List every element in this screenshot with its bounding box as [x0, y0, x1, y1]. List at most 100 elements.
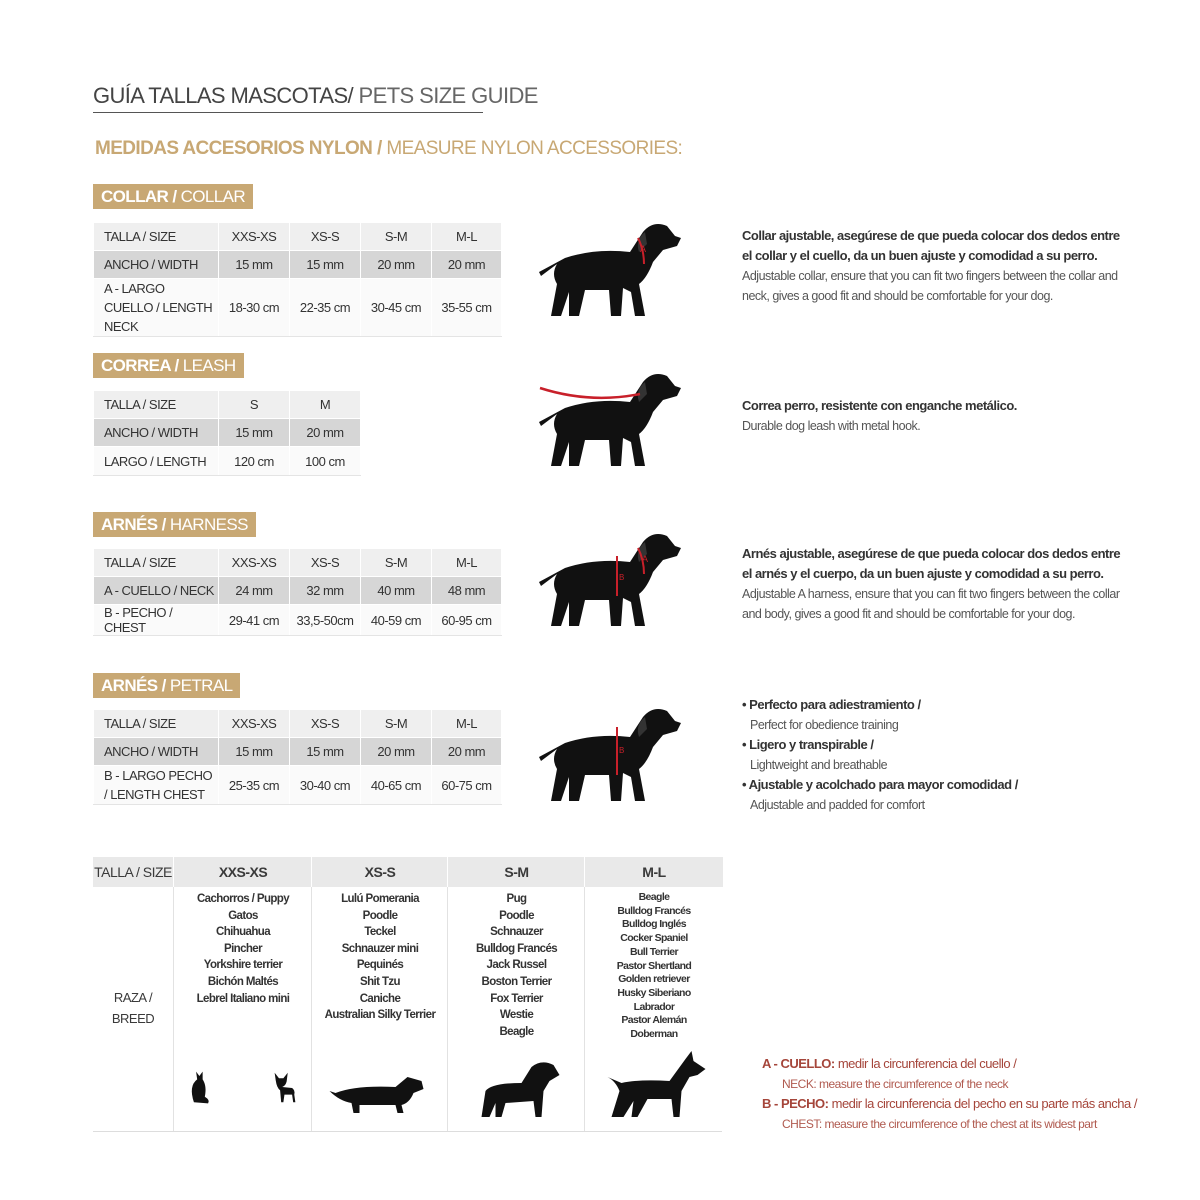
badge-en: PETRAL: [165, 676, 233, 695]
table-cell: 20 mm: [360, 250, 432, 279]
description-es: Arnés ajustable, asegúrese de que pueda …: [742, 546, 1121, 581]
list-item: Beagle: [638, 891, 670, 903]
breed-list: Pug Poodle Schnauzer Bulldog Francés Jack Ru…: [448, 887, 585, 1040]
description-es: Collar ajustable, asegúrese de que pueda…: [742, 228, 1120, 263]
table-cell: XXS-XS: [218, 548, 290, 577]
table-row: LARGO / LENGTH 120 cm 100 cm: [93, 446, 361, 476]
legend-chest-text: medir la circunferencia del pecho en su …: [828, 1096, 1138, 1111]
legend-neck-label: A - CUELLO:: [762, 1056, 835, 1071]
section-description: Arnés ajustable, asegúrese de que pueda …: [742, 544, 1122, 624]
list-item: Lulú Pomerania: [341, 893, 419, 905]
breed-illustrations: [174, 1047, 312, 1127]
table-cell: 40-59 cm: [360, 604, 432, 636]
page-title: GUÍA TALLAS MASCOTAS/ PETS SIZE GUIDE: [93, 83, 538, 113]
dog-illustration: B: [535, 703, 695, 808]
list-item: Bichón Maltés: [207, 975, 279, 988]
list-item: Gatos: [228, 909, 258, 922]
badge-en: COLLAR: [176, 187, 246, 206]
measurement-legend: A - CUELLO: medir la circunferencia del …: [762, 1054, 1137, 1134]
list-item: Pincher: [224, 942, 263, 955]
size-table: TALLA / SIZE XXS-XS XS-S S-M M-L ANCHO / WIDT…: [93, 222, 502, 337]
table-row: ANCHO / WIDTH 15 mm 15 mm 20 mm 20 mm: [93, 737, 502, 766]
breed-row-label: RAZA / BREED: [111, 990, 155, 1026]
size-header-label: TALLA / SIZE: [93, 857, 173, 887]
table-cell: 30-45 cm: [360, 278, 432, 337]
row-label: TALLA / SIZE: [93, 548, 219, 577]
table-cell: 40-65 cm: [360, 765, 432, 805]
table-row: A - LARGO CUELLO / LENGTH NECK 18-30 cm 22…: [93, 278, 502, 337]
list-item: Cocker Spaniel: [620, 932, 688, 945]
list-item: Schnauzer mini: [341, 942, 419, 955]
dog-illustration: [535, 368, 695, 473]
table-cell: XS-S: [289, 548, 361, 577]
legend-neck: A - CUELLO: medir la circunferencia del …: [762, 1054, 1137, 1074]
list-item: Husky Siberiano: [617, 986, 691, 999]
table-cell: M-L: [431, 548, 502, 577]
legend-neck-text: medir la circunferencia del cuello /: [834, 1056, 1017, 1071]
table-cell: 33,5-50cm: [289, 604, 361, 636]
table-cell: 29-41 cm: [218, 604, 290, 636]
breed-illustrations: [585, 1047, 723, 1127]
breed-illustrations: [448, 1047, 585, 1127]
feature-bullet: • Perfecto para adiestramiento /: [742, 697, 921, 712]
table-cell: 18-30 cm: [218, 278, 290, 337]
chihuahua-icon: [243, 1047, 303, 1127]
dog-leash-icon: [539, 374, 681, 466]
size-header: S-M: [447, 857, 585, 887]
breed-list: Cachorros / Puppy Gatos Chihuahua Pincher Yo…: [174, 887, 312, 1007]
table-cell: S-M: [360, 548, 432, 577]
table-cell: 48 mm: [431, 576, 502, 605]
row-label: ANCHO / WIDTH: [93, 418, 219, 447]
table-cell: 35-55 cm: [431, 278, 502, 337]
list-item: Doberman: [630, 1028, 678, 1041]
dog-illustration: A: [535, 218, 695, 323]
list-item: Yorkshire terrier: [203, 959, 283, 972]
table-cell: 60-95 cm: [431, 604, 502, 636]
table-cell: XS-S: [289, 222, 361, 251]
list-item: Jack Russel: [486, 959, 547, 972]
table-cell: 20 mm: [289, 418, 361, 447]
table-cell: 32 mm: [289, 576, 361, 605]
list-item: Bull Terrier: [629, 945, 679, 958]
table-cell: 22-35 cm: [289, 278, 361, 337]
table-cell: 60-75 cm: [431, 765, 502, 805]
table-cell: 15 mm: [218, 418, 290, 447]
list-item: Westie: [499, 1009, 534, 1022]
schnauzer-icon: [454, 1047, 579, 1127]
list-item: Bulldog Francés: [475, 942, 558, 955]
svg-text:B: B: [619, 573, 624, 582]
table-cell: XXS-XS: [218, 709, 290, 738]
list-item: Pequinés: [356, 959, 404, 972]
size-table: TALLA / SIZE S M ANCHO / WIDTH 15 mm 20 mm LAR…: [93, 390, 361, 476]
section-badge: COLLAR / COLLAR: [93, 184, 254, 209]
badge-es: ARNÉS /: [101, 676, 166, 695]
badge-en: LEASH: [178, 356, 236, 375]
list-item: Pastor Alemán: [621, 1014, 687, 1027]
size-header: M-L: [584, 857, 723, 887]
table-cell: 20 mm: [431, 737, 502, 766]
svg-text:B: B: [619, 746, 624, 755]
list-item: Poodle: [362, 909, 398, 922]
subtitle-en: MEASURE NYLON ACCESSORIES:: [381, 138, 683, 159]
badge-es: ARNÉS /: [101, 515, 166, 534]
row-label: LARGO / LENGTH: [93, 446, 219, 476]
feature-bullet: • Ajustable y acolchado para mayor comod…: [742, 777, 1018, 792]
table-cell: M: [289, 390, 361, 419]
list-item: Boston Terrier: [481, 975, 553, 988]
description-es: Correa perro, resistente con enganche me…: [742, 398, 1017, 413]
row-label: TALLA / SIZE: [93, 390, 219, 419]
table-cell: 100 cm: [289, 446, 361, 476]
breed-column: Beagle Bulldog Francés Bulldog Inglés Cocke…: [584, 887, 723, 1131]
table-row: B - LARGO PECHO / LENGTH CHEST 25-35 cm 30…: [93, 765, 502, 805]
badge-es: COLLAR /: [101, 187, 177, 206]
list-item: Labrador: [633, 1000, 675, 1013]
table-cell: 20 mm: [431, 250, 502, 279]
row-label: TALLA / SIZE: [93, 222, 219, 251]
list-item: Caniche: [359, 992, 401, 1005]
title-es: GUÍA TALLAS MASCOTAS/: [93, 83, 354, 108]
row-label: ANCHO / WIDTH: [93, 737, 219, 766]
table-cell: 20 mm: [360, 737, 432, 766]
row-label: TALLA / SIZE: [93, 709, 219, 738]
description-en: Adjustable collar, ensure that you can f…: [742, 269, 1118, 303]
